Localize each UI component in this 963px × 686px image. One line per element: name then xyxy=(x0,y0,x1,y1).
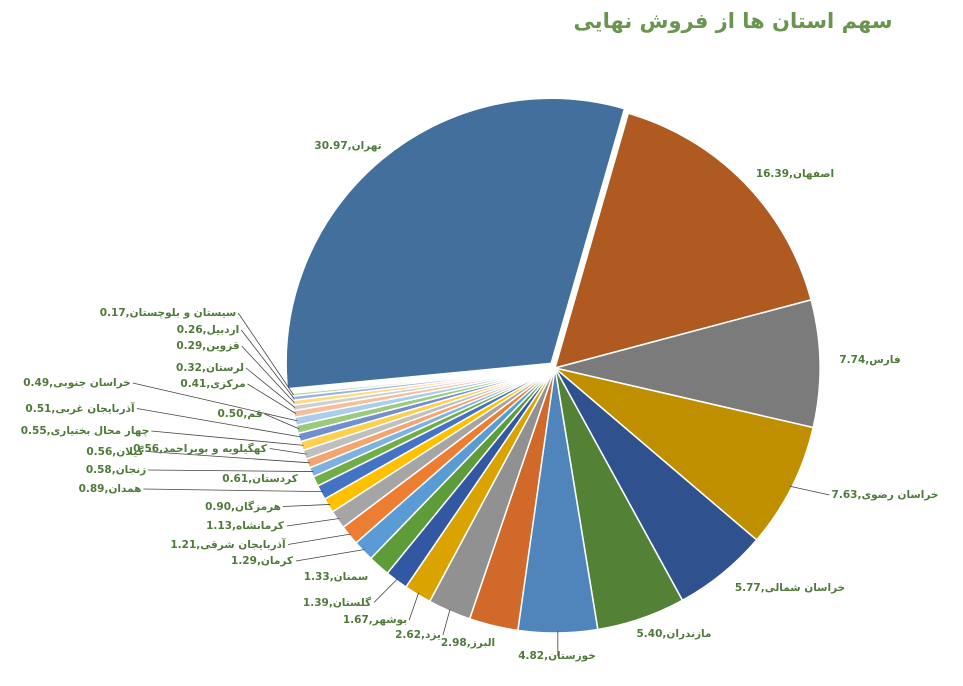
data-label: کهگیلویه و بویراحمد,0.56 xyxy=(133,442,268,455)
data-label: تهران,30.97 xyxy=(314,140,381,152)
leader-line xyxy=(286,518,340,527)
leader-line xyxy=(373,578,398,603)
leader-line xyxy=(789,485,830,496)
leader-line xyxy=(442,609,451,636)
leader-line xyxy=(245,367,296,408)
data-label: گلستان,1.39 xyxy=(303,596,372,609)
chart-title: سهم استان ها از فروش نهایی xyxy=(573,9,892,33)
data-label: بوشهر,1.67 xyxy=(343,614,407,626)
data-label: آذربایجان غربی,0.51 xyxy=(25,402,135,415)
leader-line xyxy=(143,488,323,492)
data-label: هرمزگان,0.90 xyxy=(205,500,281,513)
data-label: قم,0.50 xyxy=(217,408,262,420)
data-label: خراسان جنوبی,0.49 xyxy=(23,377,131,389)
data-label: فارس,7.74 xyxy=(839,354,900,366)
leader-line xyxy=(241,345,295,403)
pie-slice xyxy=(285,97,626,390)
leader-line xyxy=(132,382,298,422)
data-label: اصفهان,16.39 xyxy=(756,168,834,180)
pie-slice xyxy=(554,298,821,429)
leader-line xyxy=(240,329,295,399)
data-label: خراسان رضوی,7.63 xyxy=(832,489,939,501)
data-label: لرستان,0.32 xyxy=(176,362,244,374)
data-label: مازندران,5.40 xyxy=(636,628,711,640)
leader-line xyxy=(148,469,314,472)
leader-line xyxy=(295,549,365,562)
leader-line xyxy=(146,451,310,464)
data-label: کرمان,1.29 xyxy=(231,555,294,567)
leader-line xyxy=(269,448,307,455)
leader-line xyxy=(136,408,302,438)
data-label: سمنان,1.33 xyxy=(304,571,368,583)
leader-line xyxy=(247,383,297,414)
data-label: چهار محال بختیاری,0.55 xyxy=(21,425,150,437)
leader-line xyxy=(151,430,304,446)
data-label: یزد,2.62 xyxy=(395,629,441,641)
data-label: کرمانشاه,1.13 xyxy=(206,520,285,532)
leader-line xyxy=(282,504,331,507)
pie-slice xyxy=(553,112,813,370)
data-label: خراسان شمالی,5.77 xyxy=(735,582,845,594)
data-label: کردستان,0.61 xyxy=(222,473,298,485)
data-label: مرکزی,0.41 xyxy=(180,378,245,390)
data-label: همدان,0.89 xyxy=(79,483,142,495)
data-label: خوزستان,4.82 xyxy=(518,650,596,662)
leader-line xyxy=(264,413,300,430)
leader-line xyxy=(287,533,352,545)
pie-slice xyxy=(554,367,815,542)
leader-line xyxy=(408,592,419,621)
data-label: اردبیل,0.26 xyxy=(177,324,240,336)
data-label: قزوین,0.29 xyxy=(176,340,239,352)
data-label: زنجان,0.58 xyxy=(86,464,146,476)
data-label: آذربایجان شرقی,1.21 xyxy=(170,538,286,551)
data-label: سیستان و بلوچستان,0.17 xyxy=(100,307,237,319)
data-label: البرز,2.98 xyxy=(441,637,495,649)
leader-line xyxy=(237,312,294,395)
data-label: گیلان,0.56 xyxy=(86,445,144,458)
